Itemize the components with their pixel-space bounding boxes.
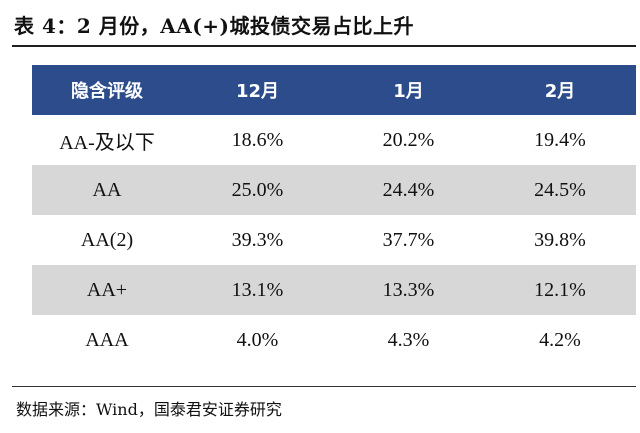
header-cell-rating: 隐含评级 (71, 81, 143, 102)
table-cell: 20.2% (382, 128, 435, 151)
table-cell: 4.3% (387, 328, 430, 351)
row-label: AA (92, 178, 122, 201)
header-cell-jan: 1月 (393, 81, 424, 102)
table-cell: 12.1% (534, 278, 586, 301)
table-cell: 39.3% (231, 228, 284, 251)
table-row: AA+ 13.1% 13.3% 12.1% (32, 265, 636, 315)
source-note: 数据来源：Wind，国泰君安证券研究 (16, 400, 282, 419)
table-row: AAA 4.0% 4.3% 4.2% (32, 315, 636, 365)
table-header-row: 隐含评级 12月 1月 2月 (32, 65, 636, 115)
title-underline (12, 45, 636, 47)
row-label: AA-及以下 (59, 131, 155, 154)
table-cell: 13.3% (382, 278, 435, 301)
table-cell: 25.0% (231, 178, 284, 201)
table-bottom-rule (12, 386, 636, 387)
header-cell-feb: 2月 (544, 81, 576, 102)
table-row: AA 25.0% 24.4% 24.5% (32, 165, 636, 215)
table-cell: 39.8% (534, 228, 586, 251)
table-row: AA-及以下 18.6% 20.2% 19.4% (32, 115, 636, 165)
table-cell: 19.4% (534, 128, 586, 151)
table-cell: 4.0% (236, 328, 279, 351)
table-cell: 37.7% (382, 228, 435, 251)
data-table: 隐含评级 12月 1月 2月 AA-及以下 18.6% 20.2% 19.4% … (32, 65, 636, 365)
table-cell: 4.2% (539, 328, 581, 351)
row-label: AA(2) (80, 228, 134, 251)
table-title: 表 4：2 月份，AA(+)城投债交易占比上升 (14, 14, 414, 38)
table-cell: 24.5% (534, 178, 586, 201)
row-label: AA+ (86, 278, 128, 301)
header-cell-dec: 12月 (235, 81, 280, 102)
row-label: AAA (85, 328, 129, 351)
table-cell: 18.6% (231, 128, 284, 151)
table-row: AA(2) 39.3% 37.7% 39.8% (32, 215, 636, 265)
table-cell: 13.1% (231, 278, 284, 301)
table-cell: 24.4% (382, 178, 435, 201)
